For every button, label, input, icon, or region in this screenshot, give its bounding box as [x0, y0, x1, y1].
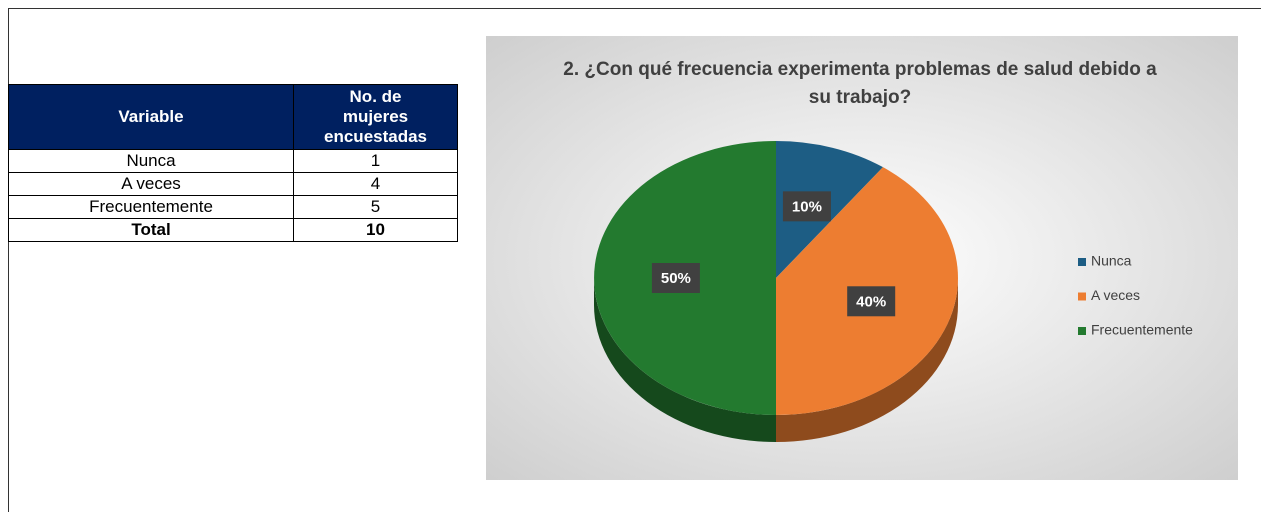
data-label-box — [782, 191, 831, 222]
row: Frecuentemente 5 — [7, 195, 458, 219]
header-row: Variable No. de mujeres encuestadas — [7, 84, 458, 150]
cell: Total — [7, 218, 295, 242]
pie-side — [776, 278, 958, 442]
data-table: Variable No. de mujeres encuestadas Nunc… — [7, 84, 458, 242]
legend-swatch — [1078, 258, 1086, 266]
data-label: 40% — [856, 293, 886, 310]
cell: 5 — [293, 195, 458, 219]
data-label: 10% — [792, 198, 822, 215]
header-cell: Variable — [7, 84, 295, 150]
data-label: 50% — [661, 270, 691, 287]
frame — [8, 8, 1261, 512]
legend-swatch — [1078, 292, 1086, 301]
data-label-box — [847, 286, 896, 317]
legend-label: Frecuentemente — [1091, 322, 1193, 338]
data-label-box — [651, 263, 700, 293]
pie-side — [594, 278, 776, 442]
total-row: Total 10 — [7, 218, 458, 242]
cell: Frecuentemente — [7, 195, 295, 219]
legend-label: A veces — [1091, 287, 1140, 303]
legend-label: Nunca — [1091, 253, 1132, 269]
legend-swatch — [1078, 327, 1086, 335]
cell: 10 — [293, 218, 458, 242]
chart-title: 2. ¿Con qué frecuencia experimenta probl… — [563, 59, 1157, 108]
